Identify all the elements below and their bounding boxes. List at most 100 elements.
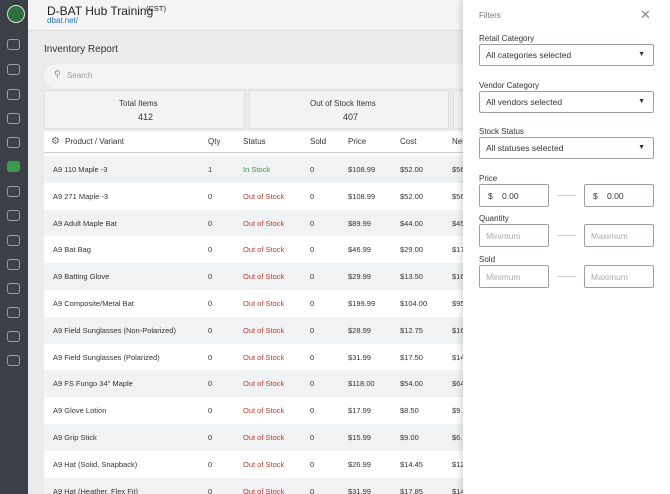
close-button[interactable]: ✕	[640, 7, 651, 22]
table-cell: $104.00	[400, 299, 428, 308]
input[interactable]: $0.00	[584, 184, 654, 207]
table-row[interactable]: A9 Composite/Metal Bat 0 Out of Stock 0 $199…	[44, 290, 484, 317]
table-cell: $54.00	[400, 379, 423, 389]
table-cell: A9 Grip Stick	[53, 433, 97, 442]
table-row[interactable]: A9 FS Fungo 34" Maple 0 Out of Stock 0 $118.…	[44, 370, 484, 398]
table-cell: 0	[310, 459, 315, 469]
dropdown-value: All categories selected	[486, 50, 572, 60]
table-cell: 0	[208, 325, 213, 335]
column-header[interactable]: Cost	[400, 137, 417, 146]
nav-icon[interactable]	[7, 307, 20, 318]
page-title: Inventory Report	[44, 44, 118, 55]
table-cell: A9 FS Fungo 34" Maple	[53, 379, 133, 389]
table-row[interactable]: A9 Glove Lotion 0 Out of Stock 0 $17.99 $8.50…	[44, 397, 484, 424]
table-cell: A9 271 Maple -3	[53, 191, 109, 201]
table-row[interactable]: A9 Hat (Heather, Flex Fit) 0 Out of Stock 0…	[44, 477, 484, 494]
nav-icon[interactable]	[7, 235, 20, 246]
settings-icon[interactable]: ⚙	[51, 136, 60, 147]
table-cell: A9 110 Maple -3	[53, 165, 108, 174]
input-value: 0.00	[607, 191, 624, 201]
table-cell: 0	[310, 486, 315, 494]
timezone: (CST)	[146, 4, 166, 13]
table-row[interactable]: A9 Adult Maple Bat 0 Out of Stock 0 $89.99 $4…	[44, 209, 484, 237]
table-cell: 0	[310, 433, 315, 442]
input-placeholder: Maximum	[591, 272, 628, 282]
table-row[interactable]: A9 Grip Stick 0 Out of Stock 0 $15.99 $9.00 $6…	[44, 424, 484, 451]
table-cell: $44.00	[400, 218, 423, 228]
table-cell: $6.	[452, 433, 463, 442]
table-row[interactable]: A9 Field Sunglasses (Non-Polarized) 0 Out …	[44, 316, 484, 344]
table-cell: Out of Stock	[243, 379, 285, 389]
column-header[interactable]: Product / Variant	[65, 137, 124, 146]
filter-label: Quantity	[479, 214, 509, 223]
table-cell: A9 Batting Glove	[53, 272, 110, 282]
table-row[interactable]: A9 271 Maple -3 0 Out of Stock 0 $108.99 $52.…	[44, 182, 484, 210]
table-cell: 0	[208, 459, 213, 469]
table-cell: $8.50	[400, 406, 419, 416]
table-row[interactable]: A9 Bat Bag 0 Out of Stock 0 $46.99 $29.00 $17	[44, 236, 484, 264]
stat-card: Out of Stock Items 407	[249, 90, 449, 129]
range-dash	[558, 235, 576, 236]
table-cell: $16	[452, 325, 465, 335]
table-cell: $56	[452, 191, 465, 201]
table-cell: 0	[208, 379, 213, 389]
nav-icon[interactable]	[7, 283, 20, 294]
nav-icon[interactable]	[7, 39, 20, 50]
range-dash	[558, 276, 576, 277]
nav-icon[interactable]	[7, 355, 20, 366]
table-cell: Out of Stock	[243, 272, 285, 282]
dropdown[interactable]: All vendors selected ▼	[479, 91, 654, 113]
dropdown[interactable]: All categories selected ▼	[479, 44, 654, 66]
table-cell: $14	[452, 486, 465, 494]
table-cell: $31.99	[348, 352, 371, 362]
table-cell: $52.00	[400, 165, 423, 174]
table-cell: 0	[208, 272, 213, 282]
stat-label: Out of Stock Items	[310, 99, 376, 108]
table-cell: A9 Adult Maple Bat	[53, 218, 117, 228]
table-cell: $29.99	[348, 272, 371, 282]
input[interactable]: Minimum	[479, 224, 549, 247]
input[interactable]: Maximum	[584, 265, 654, 288]
table-row[interactable]: A9 Batting Glove 0 Out of Stock 0 $29.99 $13.…	[44, 263, 484, 290]
column-header[interactable]: Qty	[208, 137, 221, 146]
search-box[interactable]: ⚲ Search	[44, 64, 484, 88]
table-cell: 0	[310, 299, 315, 308]
column-header[interactable]: Price	[348, 137, 367, 146]
table-cell: Out of Stock	[243, 459, 285, 469]
nav-icon[interactable]	[7, 161, 20, 172]
input[interactable]: Maximum	[584, 224, 654, 247]
input[interactable]: Minimum	[479, 265, 549, 288]
nav-icon[interactable]	[7, 186, 20, 197]
nav-icon[interactable]	[7, 113, 20, 124]
input[interactable]: $0.00	[479, 184, 549, 207]
table-cell: $15.99	[348, 433, 371, 442]
nav-icon[interactable]	[7, 137, 20, 148]
table-cell: $12.75	[400, 325, 423, 335]
table-cell: $28.99	[348, 325, 371, 335]
table-cell: A9 Composite/Metal Bat	[53, 299, 134, 308]
table-cell: In Stock	[243, 165, 271, 174]
nav-icon[interactable]	[7, 64, 20, 75]
table-cell: 0	[310, 191, 315, 201]
nav-icon[interactable]	[7, 89, 20, 100]
table-cell: $89.99	[348, 218, 371, 228]
table-cell: $31.99	[348, 486, 371, 494]
table-row[interactable]: A9 Field Sunglasses (Polarized) 0 Out of S…	[44, 343, 484, 371]
filter-panel: Filters ✕ Retail Category All categories …	[463, 0, 670, 494]
dropdown[interactable]: All statuses selected ▼	[479, 137, 654, 159]
table-cell: $9.	[452, 406, 463, 416]
table-cell: $17.99	[348, 406, 371, 416]
table-cell: A9 Hat (Heather, Flex Fit)	[53, 486, 139, 494]
table-cell: $45	[452, 218, 465, 228]
column-header[interactable]: Status	[243, 137, 266, 146]
table-row[interactable]: A9 110 Maple -3 1 In Stock 0 $108.99 $52.00 $5…	[44, 156, 484, 183]
currency: $	[488, 191, 493, 201]
nav-icon[interactable]	[7, 331, 20, 342]
column-header[interactable]: Sold	[310, 137, 327, 146]
nav-icon[interactable]	[7, 210, 20, 221]
table-row[interactable]: A9 Hat (Solid, Snapback) 0 Out of Stock 0 $2…	[44, 450, 484, 478]
column-header[interactable]: Net	[452, 137, 465, 146]
nav-icon[interactable]	[7, 259, 20, 270]
stat-label: Total Items	[119, 99, 158, 108]
site-url[interactable]: dbat.net/	[47, 16, 79, 25]
